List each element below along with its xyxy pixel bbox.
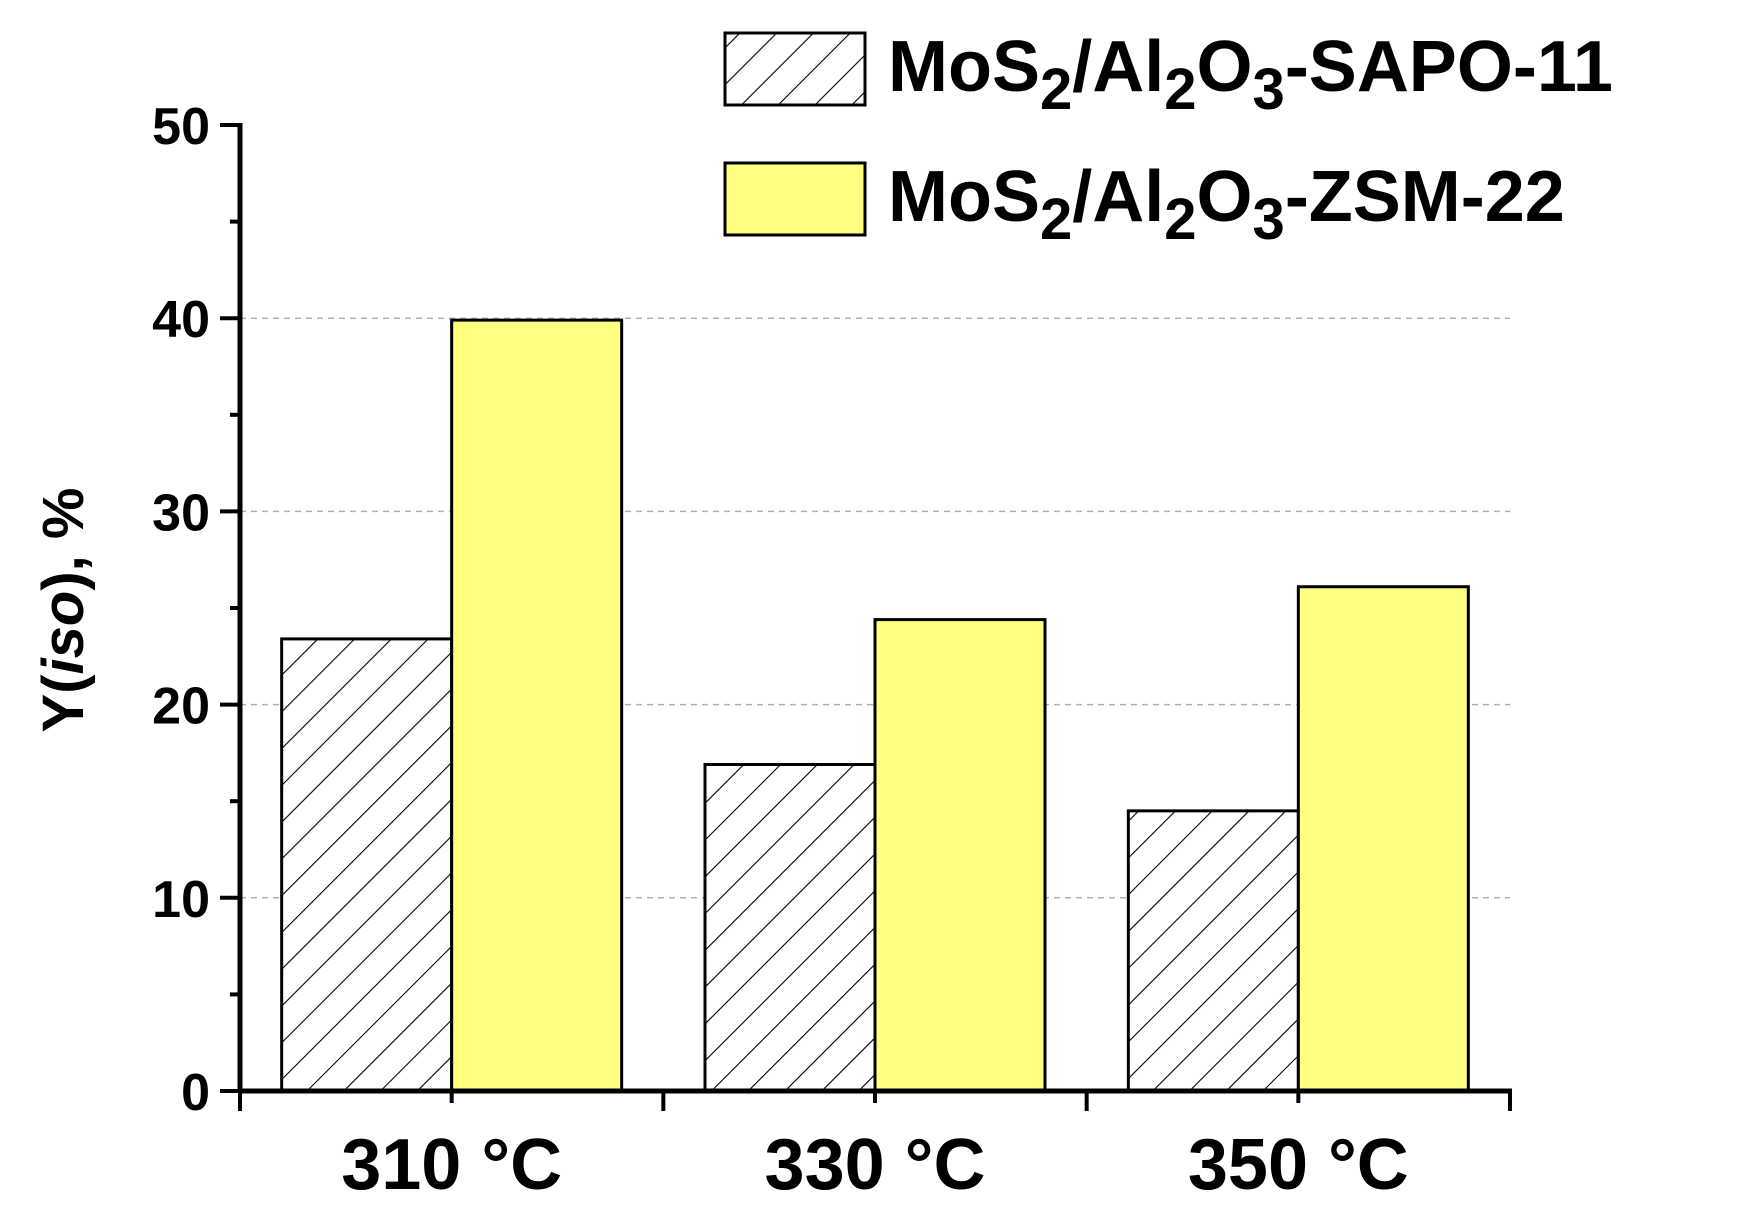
legend-label-series-1: MoS2/Al2O3-SAPO-11: [888, 27, 1613, 122]
y-tick-label: 20: [152, 678, 210, 736]
bar-series-1-cat-1: [282, 639, 452, 1091]
y-axis-label-group: Y(iso), %: [31, 488, 96, 733]
x-tick-label: 310 °C: [341, 1125, 562, 1205]
legend-swatch-series-1: [725, 33, 865, 105]
y-tick-label: 40: [152, 291, 210, 349]
bar-series-2-cat-2: [875, 620, 1045, 1091]
x-tick-label: 350 °C: [1188, 1125, 1409, 1205]
y-axis-label: Y(iso), %: [31, 488, 96, 733]
y-tick-label: 50: [152, 98, 210, 156]
legend-label-series-2: MoS2/Al2O3-ZSM-22: [888, 157, 1565, 252]
bar-series-1-cat-3: [1128, 811, 1298, 1091]
x-tick-label: 330 °C: [765, 1125, 986, 1205]
y-tick-label: 0: [181, 1064, 210, 1122]
bar-series-1-cat-2: [705, 764, 875, 1091]
legend: MoS2/Al2O3-SAPO-11 MoS2/Al2O3-ZSM-22: [725, 27, 1613, 252]
legend-swatch-series-2: [725, 163, 865, 235]
bar-series-2-cat-3: [1298, 587, 1468, 1091]
y-tick-label: 30: [152, 484, 210, 542]
bars: [282, 320, 1469, 1091]
bar-series-2-cat-1: [452, 320, 622, 1091]
y-tick-label: 10: [152, 871, 210, 929]
